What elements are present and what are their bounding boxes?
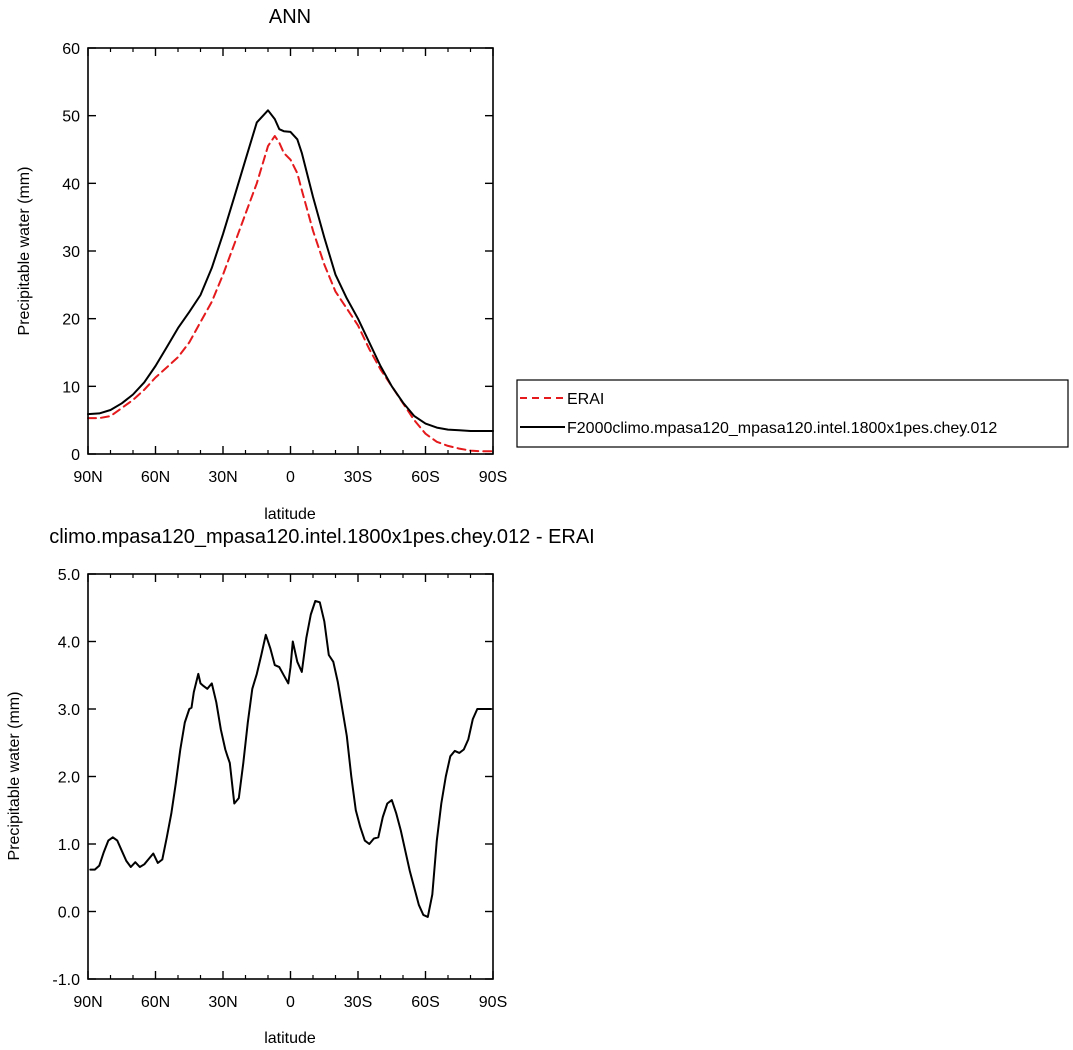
top-chart-title: ANN [269, 6, 311, 28]
bottom-plot-area [89, 600, 492, 918]
bottom-x-tick-label: 60N [141, 994, 170, 1011]
top-series-line-1 [87, 109, 494, 432]
top-series-line-0 [87, 135, 494, 453]
bottom-x-tick-label: 30N [208, 994, 237, 1011]
top-x-tick-label: 90N [73, 469, 102, 486]
top-y-tick-label: 20 [62, 312, 80, 329]
top-plot-area [87, 109, 494, 453]
bottom-plot-frame [87, 573, 494, 980]
bottom-panel: climo.mpasa120_mpasa120.intel.1800x1pes.… [6, 526, 595, 1047]
bottom-y-tick-label: 4.0 [58, 635, 80, 652]
bottom-y-tick-label: 1.0 [58, 837, 80, 854]
top-x-ticks: 90N 60N 30N 0 30S 60S 90S [73, 48, 507, 486]
bottom-x-ticks: 90N 60N 30N 0 30S 60S 90S [73, 574, 507, 1011]
legend-box [516, 379, 1069, 448]
bottom-y-tick-label: 5.0 [58, 567, 80, 584]
bottom-chart-title: climo.mpasa120_mpasa120.intel.1800x1pes.… [49, 526, 595, 548]
top-y-tick-label: 30 [62, 244, 80, 261]
top-x-tick-label: 90S [479, 469, 507, 486]
top-y-tick-label: 50 [62, 109, 80, 126]
top-y-tick-label: 60 [62, 41, 80, 58]
bottom-y-tick-label: 2.0 [58, 770, 80, 787]
top-y-ticks: 0 10 20 30 40 50 60 [62, 41, 493, 464]
legend-label-erai: ERAI [567, 391, 604, 408]
top-x-axis-label: latitude [264, 506, 316, 523]
top-x-tick-label: 60S [411, 469, 439, 486]
bottom-y-tick-label: 3.0 [58, 702, 80, 719]
top-y-tick-label: 10 [62, 379, 80, 396]
bottom-x-tick-label: 90N [73, 994, 102, 1011]
bottom-y-axis-label: Precipitable water (mm) [6, 692, 23, 861]
top-plot-frame [87, 47, 494, 455]
top-y-axis-label: Precipitable water (mm) [16, 167, 33, 336]
bottom-x-tick-label: 60S [411, 994, 439, 1011]
bottom-x-tick-label: 30S [344, 994, 372, 1011]
legend: ERAI F2000climo.mpasa120_mpasa120.intel.… [516, 379, 1069, 448]
bottom-series-line-0 [89, 600, 492, 918]
bottom-x-tick-label: 90S [479, 994, 507, 1011]
bottom-x-tick-label: 0 [286, 994, 295, 1011]
bottom-x-axis-label: latitude [264, 1030, 316, 1047]
top-x-tick-label: 30N [208, 469, 237, 486]
bottom-y-tick-label: 0.0 [58, 905, 80, 922]
legend-label-model: F2000climo.mpasa120_mpasa120.intel.1800x… [567, 420, 997, 437]
top-y-tick-label: 40 [62, 176, 80, 193]
bottom-y-ticks: -1.0 0.0 1.0 2.0 3.0 4.0 5.0 [52, 567, 493, 989]
top-panel: ANN 90N 60N 30N 0 30S 60S 90S 0 10 20 30 40 50 60 la… [16, 6, 1069, 523]
bottom-y-tick-label: -1.0 [52, 972, 80, 989]
top-x-tick-label: 60N [141, 469, 170, 486]
top-x-tick-label: 30S [344, 469, 372, 486]
top-x-tick-label: 0 [286, 469, 295, 486]
top-y-tick-label: 0 [71, 447, 80, 464]
